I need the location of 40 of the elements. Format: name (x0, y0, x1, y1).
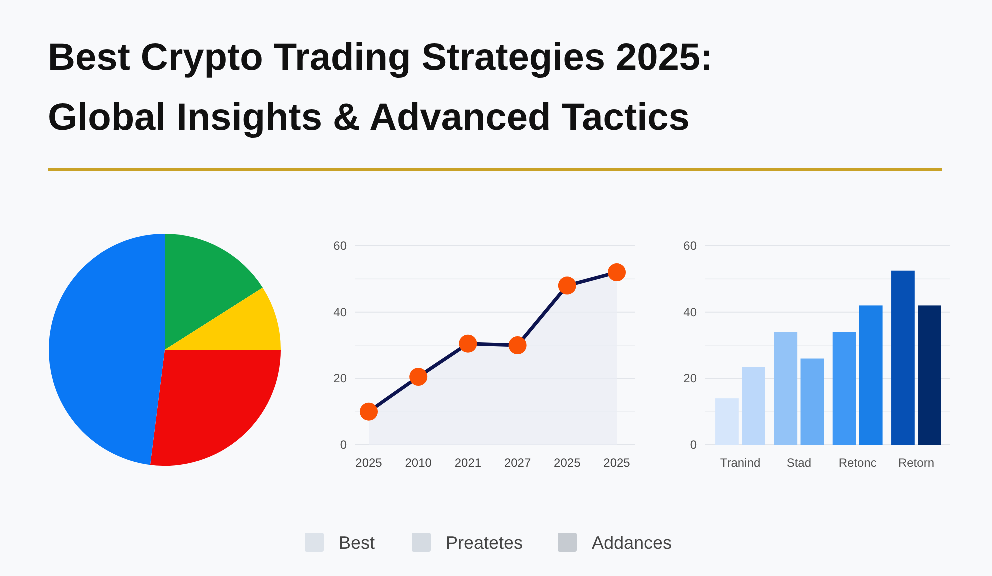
x-tick-label: 2021 (454, 456, 482, 470)
text: Best Crypto Trading Strategies 2025: Global Insights & Advanced Tactics (48, 37, 714, 139)
bar (832, 332, 856, 445)
pie-slice (165, 234, 263, 350)
y-tick-label: 20 (334, 372, 348, 386)
x-tick-label: Retonc (838, 456, 877, 470)
bar (892, 270, 915, 445)
y-tick-label: 20 (684, 372, 698, 386)
x-tick-label: Retorn (898, 456, 935, 470)
point (360, 402, 378, 421)
bar (774, 332, 798, 445)
x-tick-label: 2027 (504, 456, 532, 470)
bar (859, 306, 883, 445)
y-tick-label: 60 (334, 239, 348, 253)
x-tick-label: Stad (786, 456, 812, 470)
pie-slice (165, 288, 281, 350)
point (410, 368, 428, 386)
category-label: Best (339, 533, 376, 553)
y-tick-label: 0 (690, 438, 698, 452)
y-tick-label: 0 (340, 438, 348, 452)
x-tick-label: Tranind (720, 456, 761, 470)
point (608, 264, 626, 282)
bar (716, 398, 739, 445)
bar (800, 358, 824, 445)
x-tick-label: 2025 (604, 456, 631, 470)
pie-slice (49, 234, 165, 466)
x-tick-label: 2025 (356, 456, 383, 470)
point (508, 336, 527, 354)
x-tick-label: 2025 (554, 456, 582, 470)
y-tick-label: 40 (334, 305, 348, 320)
bar (742, 367, 766, 445)
y-tick-label: 60 (684, 239, 698, 253)
pie-slice (150, 350, 281, 466)
category-label: Addances (592, 533, 672, 553)
bar (918, 306, 942, 445)
y-tick-label: 40 (684, 305, 698, 320)
category-label: Preatetes (446, 533, 524, 553)
x-tick-label: 2010 (405, 456, 432, 470)
point (459, 334, 478, 353)
point (558, 276, 576, 295)
